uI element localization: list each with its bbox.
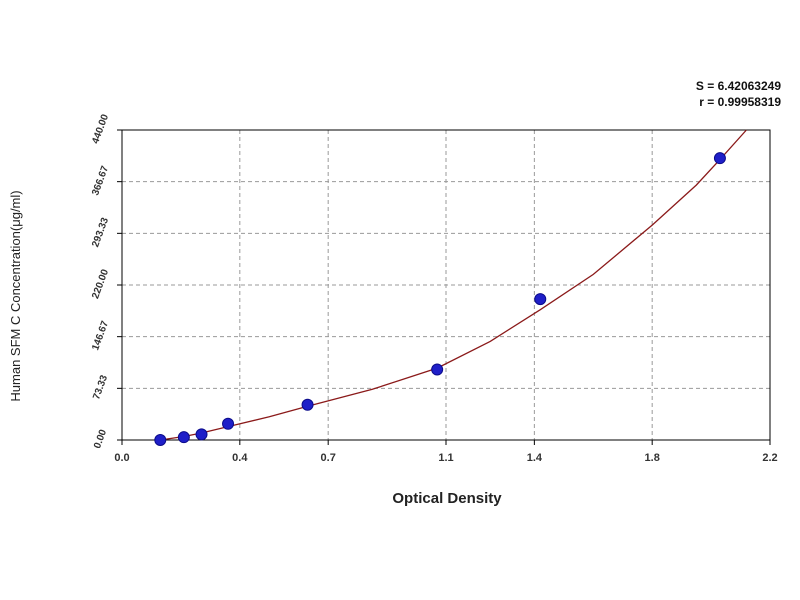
x-tick-label: 2.2 <box>762 452 777 464</box>
data-points <box>154 152 726 446</box>
stats-s-value: S = 6.42063249 <box>696 79 781 93</box>
y-axis-title: Human SFM C Concentration(μg/ml) <box>8 190 23 401</box>
y-tick-label: 220.00 <box>90 267 111 300</box>
x-axis-ticks: 0.0 0.4 0.7 1.1 1.4 1.8 2.2 <box>114 452 777 464</box>
y-tick-label: 366.67 <box>90 164 111 197</box>
y-tick-label: 293.33 <box>90 216 111 249</box>
x-tick-label: 1.1 <box>438 452 453 464</box>
x-tick-label: 1.4 <box>527 452 543 464</box>
y-axis-ticks: 0.00 73.33 146.67 220.00 293.33 366.67 4… <box>90 112 111 450</box>
stats-r-value: r = 0.99958319 <box>699 95 781 109</box>
data-point <box>431 363 444 376</box>
data-point <box>301 398 314 411</box>
y-tick-label: 0.00 <box>92 428 109 450</box>
x-tick-label: 1.8 <box>645 452 660 464</box>
grid-lines <box>122 130 770 440</box>
stats-box: S = 6.42063249 r = 0.99958319 <box>696 79 781 109</box>
data-point <box>177 431 190 444</box>
data-point <box>534 293 547 306</box>
axes <box>117 129 771 445</box>
data-point <box>154 434 167 446</box>
y-tick-label: 73.33 <box>91 373 110 401</box>
x-tick-label: 0.4 <box>232 452 248 464</box>
data-point <box>222 417 235 430</box>
x-tick-label: 0.7 <box>321 452 336 464</box>
x-tick-label: 0.0 <box>114 452 129 464</box>
x-axis-title: Optical Density <box>392 490 502 507</box>
data-point <box>713 152 726 165</box>
data-point <box>195 428 208 441</box>
y-tick-label: 440.00 <box>90 112 111 145</box>
y-tick-label: 146.67 <box>90 319 111 352</box>
